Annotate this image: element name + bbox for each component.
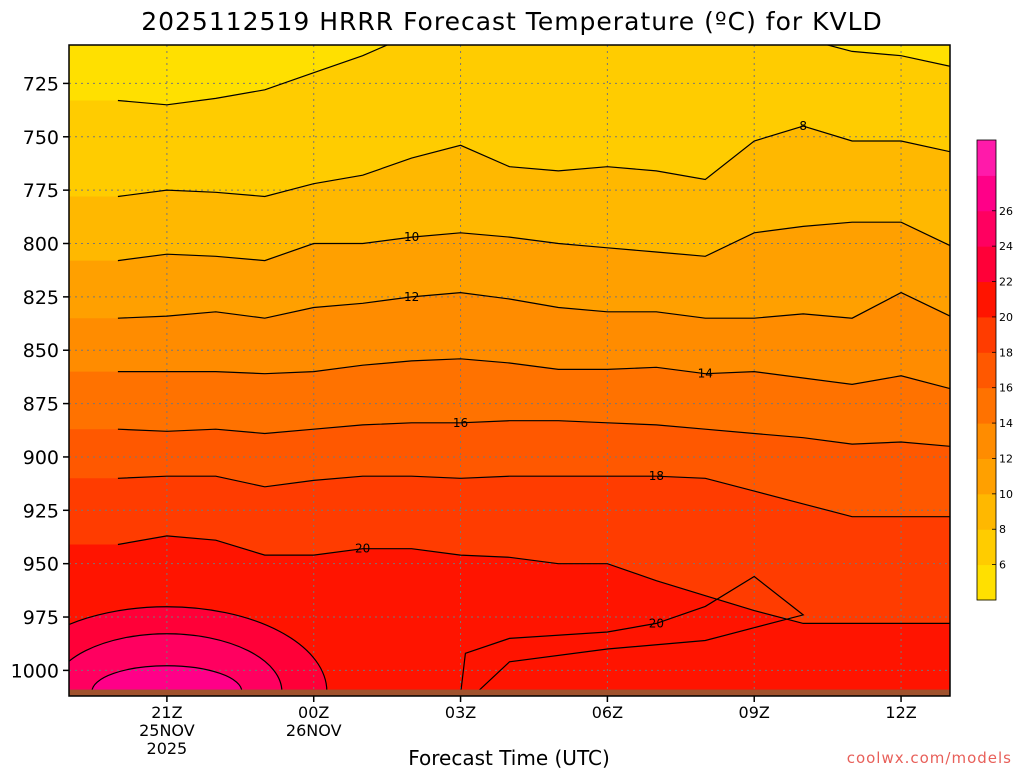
colorbar-tick-label: 26 [999,205,1013,218]
y-tick-label: 900 [23,447,59,469]
x-tick-label: 03Z [445,703,476,722]
gridlines [69,45,950,696]
y-tick-label: 950 [23,554,59,576]
colorbar-tick-label: 12 [999,452,1013,465]
colorbar-swatch [977,175,996,212]
contour-label: 20 [649,616,664,630]
colorbar-tick-label: 8 [999,523,1006,536]
y-tick-label: 875 [23,394,59,416]
colorbar-tick-label: 24 [999,240,1013,253]
contour-line [117,291,950,319]
x-tick-label: 2025 [147,739,188,758]
y-tick-label: 800 [23,234,59,256]
contour-lines [69,45,950,696]
contour-fills [69,45,950,696]
contour-label: 16 [453,416,468,430]
credit-text: coolwx.com/models [847,749,1012,767]
contour-label: 20 [355,542,370,556]
contour-label: 8 [799,119,807,133]
contour-line [460,575,805,695]
colorbar-tick-label: 6 [999,559,1006,572]
colorbar-tick-label: 14 [999,417,1013,430]
y-tick-label: 1000 [11,660,59,682]
colorbar-frame [976,139,997,601]
y-tick-label: 825 [23,287,59,309]
y-tick-label: 750 [23,127,59,149]
contour-line [117,420,950,447]
x-tick-label: 25NOV [139,721,195,740]
colorbar-swatch [977,140,996,176]
colorbar-swatch [977,493,996,530]
colorbar-swatch [977,564,996,601]
contour-line [117,358,950,390]
x-tick-label: 12Z [885,703,916,722]
y-tick-label: 850 [23,340,59,362]
contour-line [117,535,950,625]
chart-title: 2025112519 HRRR Forecast Temperature (ºC… [141,7,883,36]
contour-line [117,475,950,518]
colorbar-swatch [977,352,996,389]
y-tick-label: 725 [23,73,59,95]
contour-label: 18 [649,469,664,483]
x-tick-label: 00Z [298,703,329,722]
colorbar-tick-label: 22 [999,276,1013,289]
plot-frame [68,44,951,697]
x-tick-label: 26NOV [286,721,342,740]
contour-label: 10 [404,230,419,244]
colorbar-swatch [977,281,996,318]
y-tick-label: 975 [23,607,59,629]
colorbar-tick-label: 16 [999,382,1013,395]
colorbar-swatch [977,387,996,424]
colorbar-swatch [977,423,996,459]
contour-line [117,45,950,106]
contour-label: 14 [698,367,713,381]
colorbar-swatch [977,210,996,247]
colorbar-tick-label: 10 [999,488,1013,501]
colorbar-swatch [977,458,996,495]
x-tick-label: 06Z [592,703,623,722]
contour-line [117,125,950,198]
contour-line [117,221,950,262]
colorbar-swatch [977,246,996,283]
x-axis-label: Forecast Time (UTC) [408,746,610,768]
colorbar-tick-label: 18 [999,346,1013,359]
y-axis: 725 750 775 800 825 850 875 900 925 950 975 1000 [11,73,69,682]
contour-label: 12 [404,290,419,304]
colorbar-swatch [977,529,996,566]
x-tick-label: 09Z [739,703,770,722]
colorbar: 6 8 10 12 14 16 18 20 22 24 26 [976,139,1013,601]
x-tick-label: 21Z [151,703,182,722]
colorbar-tick-label: 20 [999,311,1013,324]
ground-strip [69,689,950,696]
band-fill [91,665,242,696]
contour-labels: 8 10 12 14 16 18 20 20 [355,119,807,630]
colorbar-swatch [977,316,996,353]
y-tick-label: 775 [23,180,59,202]
y-tick-label: 925 [23,500,59,522]
